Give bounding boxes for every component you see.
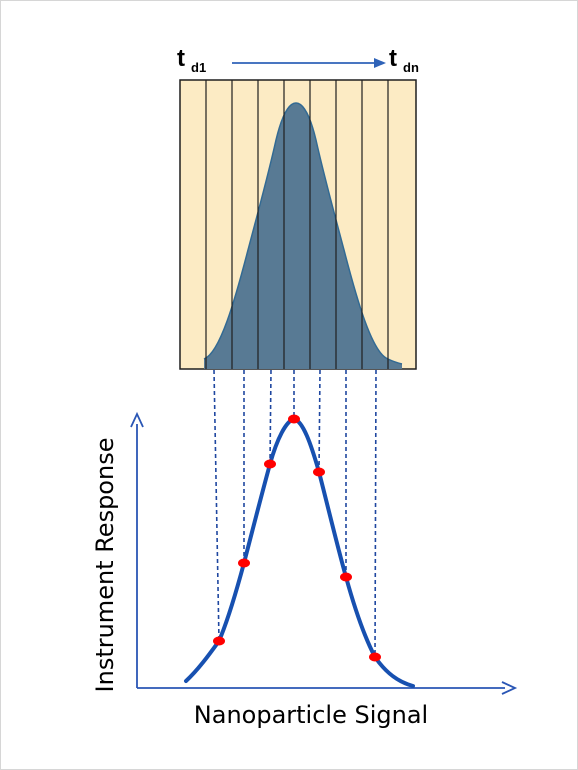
x-axis-label: Nanoparticle Signal: [194, 701, 428, 729]
gaussian-distribution: [204, 103, 402, 369]
instrument-response-curve: [184, 416, 415, 688]
response-plot: Instrument Response Nanoparticle Signal: [91, 411, 518, 729]
sample-point: [340, 572, 352, 582]
end-time-main: t: [389, 45, 397, 72]
end-time-sub: dn: [403, 60, 419, 75]
sample-point: [369, 652, 381, 662]
right-arrow-icon: [374, 58, 386, 68]
y-axis-label: Instrument Response: [91, 438, 119, 693]
projection-line: [213, 369, 220, 642]
projection-line: [374, 369, 377, 658]
sample-point: [264, 459, 276, 469]
y-axis-arrowhead: [130, 411, 144, 428]
top-sampling-panel: [179, 79, 417, 370]
sample-point: [238, 558, 250, 568]
projection-line: [269, 369, 272, 465]
dashed-projection-lines: [213, 369, 377, 658]
start-time-main: t: [177, 45, 185, 72]
projection-line: [318, 369, 321, 473]
top-timeline-labels: t d1 t dn: [177, 45, 419, 75]
sample-point: [313, 467, 325, 477]
sample-point: [213, 636, 225, 646]
x-axis-arrowhead: [501, 681, 518, 695]
start-time-sub: d1: [191, 60, 206, 75]
sample-point: [288, 414, 300, 424]
gaussian-outline: [203, 102, 403, 365]
